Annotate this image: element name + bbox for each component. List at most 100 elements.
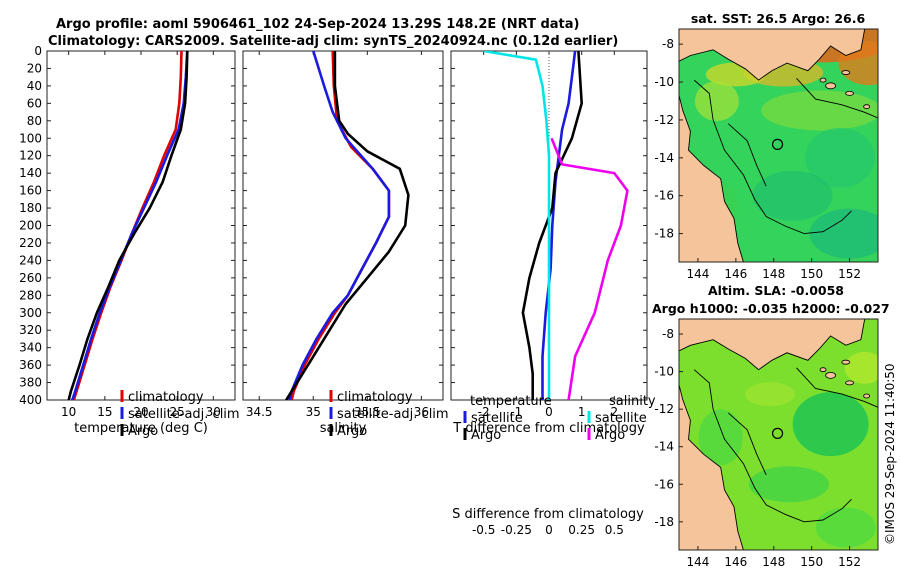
salinity-diff-xlabel: S difference from climatology	[452, 507, 644, 522]
salinity-series-satellite-adj-clim	[288, 51, 391, 400]
temperature-xtick-label: 20	[133, 405, 148, 419]
map-ytick-label: -8	[662, 37, 674, 51]
salinity-xtick-label: 36	[414, 405, 429, 419]
temperature-xtick-label: 15	[97, 405, 112, 419]
map-xtick-label: 146	[724, 555, 747, 569]
map-ytick-label: -12	[654, 402, 674, 416]
island	[863, 104, 871, 110]
temperature-series-group	[67, 51, 189, 400]
ytick-label: 220	[19, 236, 42, 250]
ytick-label: 100	[19, 131, 42, 145]
salinity-legend-label: satellite-adj. clim	[337, 407, 449, 422]
temperature-xlabel: temperature (deg C)	[74, 421, 208, 436]
salinity-legend-title: salinity	[609, 394, 656, 409]
salinity-diff-xtick-label: 0.25	[568, 523, 595, 537]
figure-title-line2: Climatology: CARS2009. Satellite-adj cli…	[48, 34, 618, 49]
island	[841, 70, 851, 75]
ytick-label: 340	[19, 341, 42, 355]
island	[825, 82, 837, 90]
salinity-legend-label: Argo	[337, 424, 367, 439]
sst-map-title: sat. SST: 26.5 Argo: 26.6	[691, 11, 866, 26]
map-ytick-label: -14	[654, 151, 674, 165]
map-xtick-label: 152	[838, 555, 861, 569]
shelf-contour	[796, 77, 878, 119]
difference-xtick-label: -2	[478, 405, 490, 419]
argo-location-marker	[771, 427, 784, 439]
salinity-xtick-label: 35	[306, 405, 321, 419]
difference-xlabel: T difference from climatology	[452, 421, 645, 436]
salinity-diff-xtick-label: 0	[545, 523, 553, 537]
difference-xtick-label: 2	[611, 405, 619, 419]
temperature-xtick-label: 25	[170, 405, 185, 419]
ytick-label: 320	[19, 323, 42, 337]
ytick-label: 140	[19, 166, 42, 180]
difference-series-group	[483, 51, 629, 400]
sst-map-axes: 144 146 148 150 152 -8 -10 -12 -14 -16 -18	[654, 28, 879, 281]
difference-series-t-argo	[521, 51, 584, 400]
map-xtick-label: 152	[838, 267, 861, 281]
salinity-legend-label: Argo	[595, 428, 625, 443]
map-xtick-label: 150	[800, 267, 823, 281]
map-xtick-label: 148	[762, 267, 785, 281]
ocean-field-patch	[698, 409, 743, 466]
temperature-xtick-label: 10	[61, 405, 76, 419]
land-png	[679, 29, 866, 81]
temperature-legend-label: Argo	[471, 428, 501, 443]
sla-map-axes: 144 146 148 150 152 -8 -10 -12 -14 -16 -18	[654, 318, 879, 569]
salinity-diff-xtick-label: 0.5	[605, 523, 624, 537]
sla-map	[679, 319, 878, 550]
island	[845, 91, 854, 96]
salinity-panel: 34.5 35 35.5 36salinityclimatologysatellite…	[242, 50, 449, 439]
ocean-field-patch	[792, 392, 869, 457]
temperature-legend-label: Argo	[128, 424, 158, 439]
temperature-legend-label: satellite	[471, 411, 523, 426]
shelf-contour	[727, 123, 767, 187]
salinity-diff-xtick-label: -0.25	[501, 523, 532, 537]
map-ytick-label: -8	[662, 327, 674, 341]
ytick-label: 360	[19, 358, 42, 372]
map-ytick-label: -16	[654, 477, 674, 491]
map-ytick-label: -12	[654, 113, 674, 127]
shelf-contour	[693, 369, 852, 523]
ytick-label: 160	[19, 184, 42, 198]
map-xtick-label: 148	[762, 555, 785, 569]
temperature-series-argo	[67, 51, 189, 400]
difference-xtick-label: 1	[578, 405, 586, 419]
temperature-xtick-label: 30	[206, 405, 221, 419]
salinity-diff-xtick-label: -0.5	[472, 523, 495, 537]
difference-xtick-label: 0	[545, 405, 553, 419]
sla-map-subtitle: Argo h1000: -0.035 h2000: -0.027	[652, 301, 890, 316]
ytick-label: 400	[19, 393, 42, 407]
temperature-legend-label: satellite-adj. clim	[128, 407, 240, 422]
ytick-label: 80	[27, 114, 42, 128]
salinity-xtick-label: 35.5	[354, 405, 381, 419]
sst-map	[679, 29, 878, 262]
sla-map-title: Altim. SLA: -0.0058	[708, 283, 844, 298]
ytick-label: 260	[19, 271, 42, 285]
ocean-field-patch	[809, 208, 878, 259]
map-ytick-label: -10	[654, 75, 674, 89]
ytick-label: 300	[19, 306, 42, 320]
salinity-series-group	[285, 51, 410, 400]
temperature-frame	[46, 50, 236, 401]
temperature-legend-label: climatology	[128, 390, 204, 405]
ytick-label: 240	[19, 253, 42, 267]
ytick-label: 200	[19, 219, 42, 233]
map-ytick-label: -16	[654, 189, 674, 203]
map-ytick-label: -18	[654, 227, 674, 241]
island	[863, 393, 871, 399]
imos-watermark: ©IMOS 29-Sep-2024 11:40:50	[883, 363, 897, 545]
ytick-label: 40	[27, 79, 42, 93]
land-australia	[679, 95, 744, 262]
difference-xtick-label: -1	[510, 405, 522, 419]
ytick-label: 180	[19, 201, 42, 215]
figure-title-line1: Argo profile: aoml 5906461_102 24-Sep-20…	[56, 17, 580, 32]
map-ytick-label: -14	[654, 440, 674, 454]
salinity-series-argo	[285, 51, 410, 400]
ocean-field-patch	[752, 170, 833, 221]
shelf-contour	[728, 412, 767, 476]
difference-series-s-argo	[550, 137, 629, 400]
map-ytick-label: -18	[654, 515, 674, 529]
salinity-legend-label: climatology	[337, 390, 413, 405]
